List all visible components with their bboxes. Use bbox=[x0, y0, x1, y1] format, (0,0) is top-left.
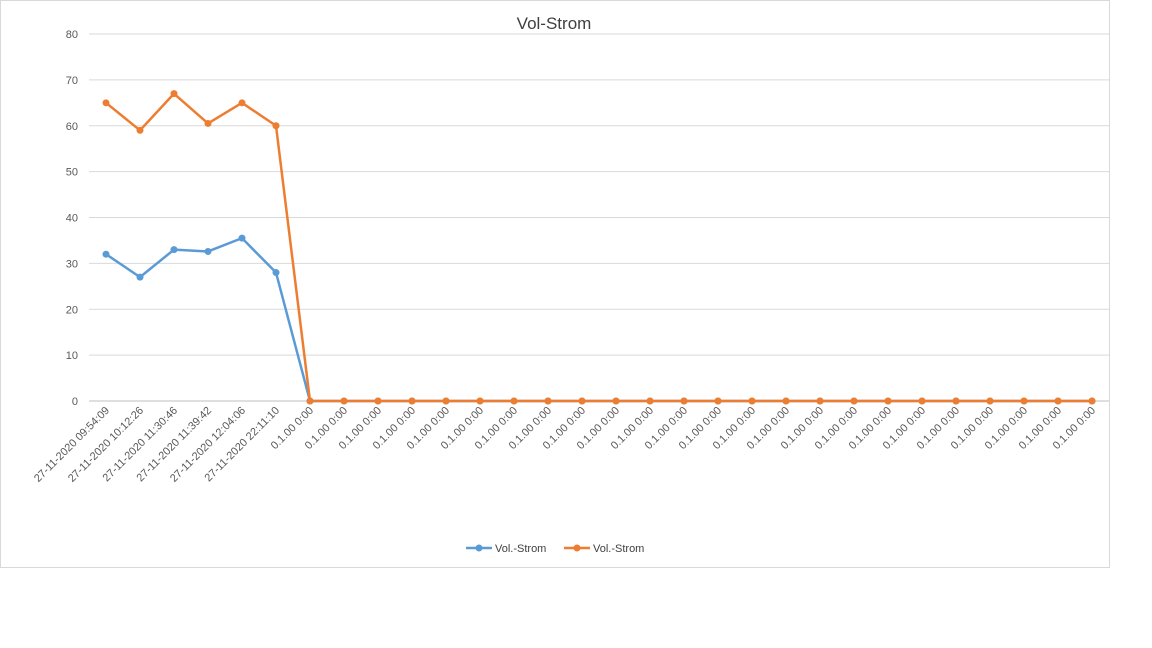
y-tick-label: 60 bbox=[66, 121, 78, 133]
data-point-s2 bbox=[850, 397, 858, 405]
data-point-s2 bbox=[510, 397, 518, 405]
y-tick-label: 50 bbox=[66, 167, 78, 179]
legend-label: Vol.-Strom bbox=[593, 543, 644, 555]
data-point-s2 bbox=[272, 122, 280, 130]
data-point-s2 bbox=[102, 99, 110, 107]
data-point-s2 bbox=[374, 397, 382, 405]
data-point-s2 bbox=[204, 119, 212, 127]
data-point-s1 bbox=[136, 273, 144, 281]
data-point-s2 bbox=[986, 397, 994, 405]
data-point-s2 bbox=[646, 397, 654, 405]
data-point-s1 bbox=[102, 250, 110, 258]
y-tick-label: 70 bbox=[66, 75, 78, 87]
chart-title: Vol-Strom bbox=[517, 14, 592, 33]
data-point-s2 bbox=[578, 397, 586, 405]
data-point-s2 bbox=[680, 397, 688, 405]
data-point-s2 bbox=[238, 99, 246, 107]
data-point-s2 bbox=[782, 397, 790, 405]
data-point-s2 bbox=[544, 397, 552, 405]
data-point-s2 bbox=[816, 397, 824, 405]
y-tick-label: 20 bbox=[66, 304, 78, 316]
chart-area bbox=[0, 0, 1110, 568]
data-point-s1 bbox=[238, 234, 246, 242]
data-point-s2 bbox=[340, 397, 348, 405]
legend-marker bbox=[573, 544, 581, 552]
data-point-s2 bbox=[170, 90, 178, 98]
data-point-s2 bbox=[442, 397, 450, 405]
series-line-1 bbox=[105, 236, 1092, 403]
y-tick-label: 30 bbox=[66, 258, 78, 270]
y-tick-label: 10 bbox=[66, 350, 78, 362]
y-tick-label: 80 bbox=[66, 29, 78, 41]
y-tick-label: 0 bbox=[72, 396, 78, 408]
data-point-s2 bbox=[612, 397, 620, 405]
data-point-s2 bbox=[408, 397, 416, 405]
legend-label: Vol.-Strom bbox=[495, 543, 546, 555]
data-point-s2 bbox=[884, 397, 892, 405]
data-point-s2 bbox=[714, 397, 722, 405]
data-point-s1 bbox=[204, 247, 212, 255]
data-point-s2 bbox=[1088, 397, 1096, 405]
series-line-2 bbox=[105, 92, 1092, 403]
data-point-s2 bbox=[476, 397, 484, 405]
data-point-s2 bbox=[1054, 397, 1062, 405]
data-point-s1 bbox=[170, 246, 178, 254]
data-point-s2 bbox=[136, 126, 144, 134]
data-point-s2 bbox=[918, 397, 926, 405]
data-point-s2 bbox=[306, 397, 314, 405]
data-point-s2 bbox=[1020, 397, 1028, 405]
legend-marker bbox=[475, 544, 483, 552]
data-point-s2 bbox=[748, 397, 756, 405]
y-tick-label: 40 bbox=[66, 213, 78, 225]
data-point-s2 bbox=[952, 397, 960, 405]
data-point-s1 bbox=[272, 269, 280, 277]
